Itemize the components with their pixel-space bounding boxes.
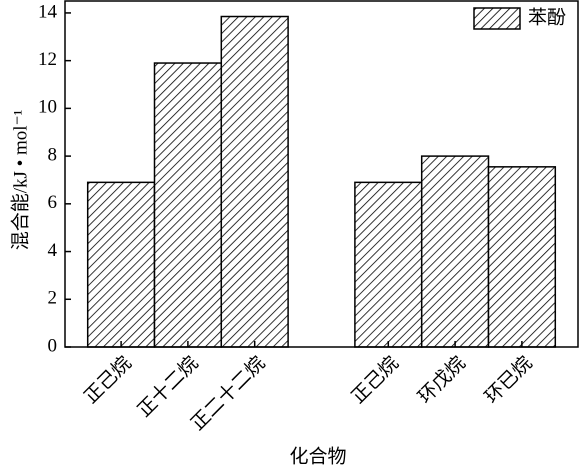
bar — [487, 166, 557, 348]
bar — [86, 181, 156, 348]
bar — [220, 15, 289, 348]
bar — [354, 181, 423, 348]
x-tick-label: 环戊烷 — [414, 352, 470, 408]
legend-swatch — [473, 7, 521, 30]
legend-label: 苯酚 — [528, 6, 566, 28]
y-tick-label: 2 — [48, 288, 58, 309]
y-tick-label: 8 — [48, 144, 58, 165]
x-tick-label: 正己烷 — [347, 352, 403, 408]
x-axis-label: 化合物 — [289, 445, 346, 467]
y-tick-label: 10 — [38, 97, 57, 118]
x-tick-label: 正十二烷 — [133, 352, 202, 421]
y-tick-label: 14 — [38, 1, 58, 22]
bar — [420, 155, 490, 348]
bar — [153, 62, 223, 348]
y-axis-label: 混合能/kJ • mol⁻¹ — [9, 109, 31, 250]
plot-frame — [64, 0, 579, 348]
y-tick-label: 0 — [48, 335, 58, 356]
x-tick-label: 环已烷 — [481, 352, 537, 408]
y-tick-label: 4 — [48, 240, 58, 261]
x-tick-label: 正己烷 — [80, 352, 136, 408]
y-tick-label: 12 — [38, 49, 57, 70]
y-tick-label: 6 — [48, 192, 58, 213]
